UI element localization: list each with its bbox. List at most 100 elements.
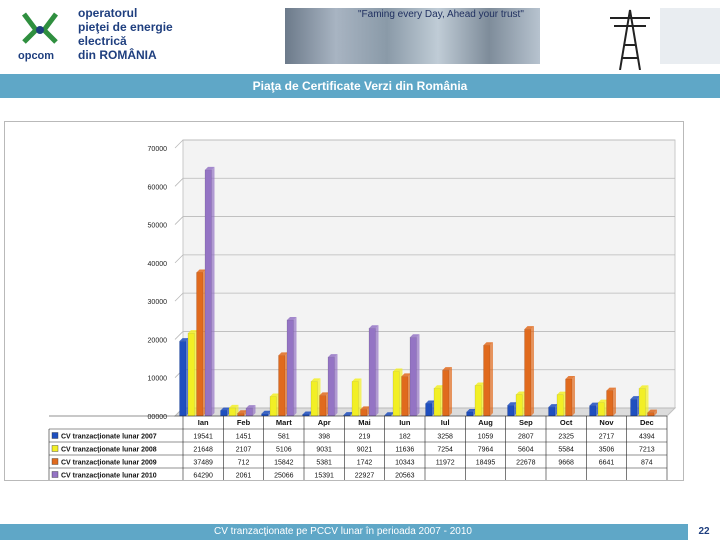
y-tick-label: 50000 bbox=[148, 223, 168, 230]
chart-container: 00000 10000 20000 30000 40000 50000 60000 70000… bbox=[4, 121, 684, 482]
bar-top bbox=[466, 408, 476, 412]
x-tick-label: Iun bbox=[399, 418, 411, 427]
bar bbox=[548, 406, 556, 417]
bar bbox=[425, 403, 433, 417]
data-label: 1451 bbox=[236, 434, 252, 441]
data-label: 2061 bbox=[236, 473, 252, 480]
bar-side bbox=[375, 325, 379, 416]
x-tick-label: Aug bbox=[478, 418, 493, 427]
bar bbox=[507, 405, 515, 417]
data-label: 7254 bbox=[437, 447, 453, 454]
bar bbox=[392, 371, 400, 417]
bar bbox=[630, 398, 638, 417]
bar-side bbox=[358, 378, 362, 416]
bar bbox=[556, 394, 564, 417]
data-label: 10343 bbox=[395, 460, 415, 467]
bar-top bbox=[401, 373, 411, 377]
bar bbox=[360, 409, 368, 417]
bar bbox=[442, 369, 450, 417]
logo-line: electrică bbox=[78, 34, 127, 48]
y-gridline-side bbox=[174, 292, 184, 302]
bar-top bbox=[237, 410, 247, 414]
y-tick-label: 70000 bbox=[148, 146, 168, 153]
bar bbox=[433, 388, 441, 417]
bar bbox=[409, 337, 417, 417]
bar-top bbox=[516, 391, 526, 395]
bar-side bbox=[654, 409, 657, 416]
bar-chart: 00000 10000 20000 30000 40000 50000 60000 70000… bbox=[48, 139, 677, 482]
bar-side bbox=[449, 367, 452, 416]
bar-top bbox=[311, 378, 321, 382]
y-gridline-side bbox=[174, 139, 184, 149]
bar bbox=[466, 411, 474, 417]
bar-side bbox=[293, 317, 297, 416]
data-label: 19541 bbox=[193, 434, 213, 441]
bar bbox=[237, 413, 245, 417]
bar bbox=[187, 332, 195, 417]
data-label: 9021 bbox=[357, 447, 373, 454]
bar-top bbox=[220, 407, 230, 411]
bar-top bbox=[647, 409, 657, 413]
data-label: 25066 bbox=[274, 473, 294, 480]
bar-side bbox=[334, 354, 338, 416]
y-gridline-side bbox=[174, 178, 184, 187]
data-label: 2325 bbox=[558, 434, 574, 441]
bar-top bbox=[475, 382, 485, 386]
bar-top bbox=[565, 375, 575, 379]
bar-top bbox=[442, 367, 452, 371]
bar-top bbox=[352, 378, 362, 382]
bar bbox=[204, 169, 212, 417]
bar bbox=[351, 381, 359, 417]
y-tick-label: 20000 bbox=[148, 337, 168, 344]
data-label: 6641 bbox=[599, 460, 615, 467]
data-label: 22927 bbox=[355, 473, 375, 480]
page-number: 22 bbox=[688, 524, 720, 540]
bar-top bbox=[179, 338, 189, 342]
plot-back-wall bbox=[182, 139, 676, 409]
data-label: 712 bbox=[238, 460, 250, 467]
bar-top bbox=[360, 406, 370, 410]
data-label: 11636 bbox=[395, 447, 414, 454]
legend-label: CV tranzacţionate lunar 2010 bbox=[61, 473, 157, 480]
x-tick-label: Mart bbox=[276, 418, 292, 427]
x-tick-label: Iul bbox=[441, 418, 450, 427]
y-tick-label: 10000 bbox=[148, 376, 168, 383]
bar-top bbox=[278, 352, 288, 356]
data-label: 398 bbox=[318, 434, 330, 441]
bar bbox=[327, 356, 335, 417]
bar-top bbox=[261, 410, 271, 414]
data-label: 1742 bbox=[357, 460, 373, 467]
bar-side bbox=[531, 326, 534, 416]
data-label: 9031 bbox=[316, 447, 332, 454]
bar bbox=[515, 394, 523, 417]
data-label: 37489 bbox=[193, 460, 213, 467]
bar-top bbox=[425, 400, 435, 404]
legend-swatch bbox=[51, 471, 59, 478]
bar bbox=[647, 412, 655, 417]
bar bbox=[310, 381, 318, 417]
data-label: 7964 bbox=[478, 447, 494, 454]
data-label: 21648 bbox=[193, 447, 213, 454]
bar-top bbox=[229, 404, 239, 408]
bar bbox=[589, 405, 597, 417]
data-label: 2717 bbox=[599, 434, 615, 441]
bar-top bbox=[598, 399, 608, 403]
bar bbox=[228, 407, 236, 417]
header: opcom operatorul pieţei de energie elect… bbox=[0, 0, 720, 70]
bar-top bbox=[328, 354, 338, 358]
logo-line: din ROMÂNIA bbox=[78, 48, 157, 62]
bar-side bbox=[645, 385, 649, 416]
logo-text: operatorul pieţei de energie electrică d… bbox=[78, 6, 173, 62]
bar bbox=[606, 390, 614, 417]
bar bbox=[278, 355, 286, 417]
bar-top bbox=[639, 385, 649, 389]
bar bbox=[245, 407, 253, 417]
bar bbox=[196, 272, 204, 417]
bar-side bbox=[416, 334, 420, 416]
data-label: 20563 bbox=[395, 473, 415, 480]
x-tick-label: Feb bbox=[237, 418, 251, 427]
bar-side bbox=[613, 387, 616, 416]
legend-label: CV tranzacţionate lunar 2008 bbox=[61, 447, 157, 454]
bar-side bbox=[490, 342, 493, 416]
data-label: 874 bbox=[641, 460, 653, 467]
